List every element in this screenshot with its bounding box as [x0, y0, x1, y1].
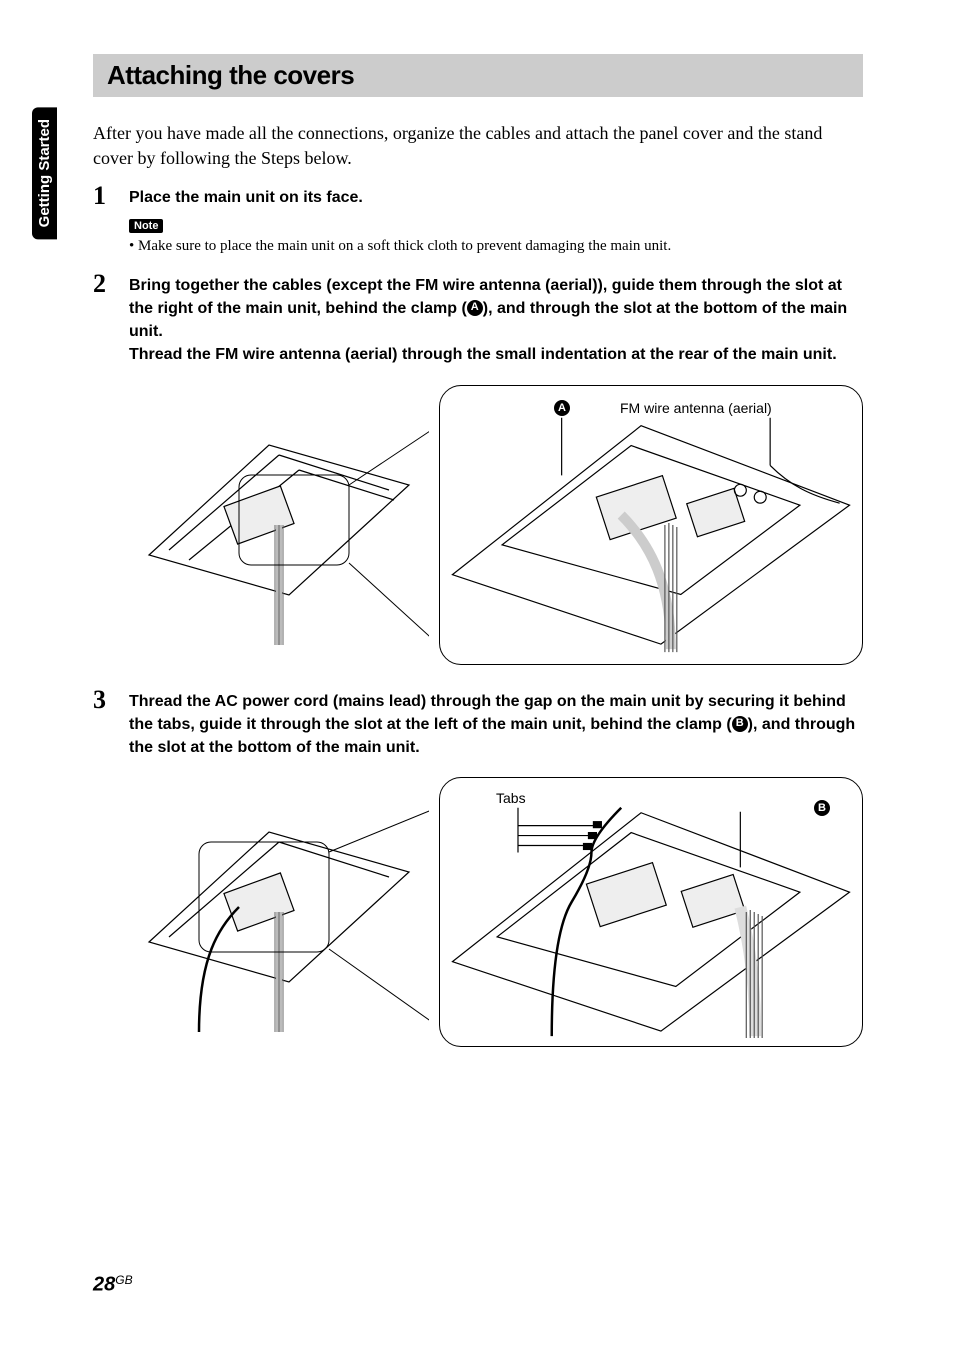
page-title: Attaching the covers [107, 60, 849, 91]
callout-b-icon: B [814, 800, 830, 816]
device-detail-icon [440, 778, 862, 1046]
step-heading: Bring together the cables (except the FM… [129, 274, 863, 367]
callout-marker: A [554, 400, 570, 417]
figure-detail: A FM wire antenna (aerial) [439, 385, 863, 665]
step-body: Bring together the cables (except the FM… [129, 271, 863, 665]
step-number: 1 [93, 183, 129, 255]
figure-overview [129, 385, 429, 665]
figure-row: A FM wire antenna (aerial) [129, 385, 863, 665]
step-heading: Place the main unit on its face. [129, 186, 863, 209]
figure-overview [129, 777, 429, 1047]
steps-list: 1 Place the main unit on its face. Note … [93, 183, 863, 1048]
step-heading: Thread the AC power cord (mains lead) th… [129, 690, 863, 760]
device-detail-icon [440, 386, 862, 664]
page-number-value: 28 [93, 1273, 115, 1295]
callout-label: FM wire antenna (aerial) [620, 400, 772, 416]
title-bar: Attaching the covers [93, 54, 863, 97]
callout-marker: B [814, 800, 830, 817]
step-number: 3 [93, 687, 129, 1048]
page-content: Attaching the covers After you have made… [93, 54, 863, 1047]
device-illustration-icon [129, 385, 429, 665]
step: 3 Thread the AC power cord (mains lead) … [93, 687, 863, 1048]
step-body: Place the main unit on its face. Note • … [129, 183, 863, 255]
step-number: 2 [93, 271, 129, 665]
intro-paragraph: After you have made all the connections,… [93, 121, 863, 171]
step-body: Thread the AC power cord (mains lead) th… [129, 687, 863, 1048]
callout-b-icon: B [732, 716, 748, 732]
callout-a-icon: A [554, 400, 570, 416]
section-tab: Getting Started [32, 107, 57, 239]
figure-detail: Tabs B [439, 777, 863, 1047]
note-text: • Make sure to place the main unit on a … [129, 238, 863, 255]
note-label: Note [129, 219, 163, 233]
callout-a-icon: A [467, 300, 483, 316]
step: 2 Bring together the cables (except the … [93, 271, 863, 665]
step-text: Thread the FM wire antenna (aerial) thro… [129, 346, 837, 363]
step: 1 Place the main unit on its face. Note … [93, 183, 863, 255]
page-number: 28GB [93, 1273, 133, 1296]
figure-row: Tabs B [129, 777, 863, 1047]
device-illustration-icon [129, 777, 429, 1047]
page-number-suffix: GB [115, 1273, 132, 1287]
callout-label: Tabs [496, 790, 526, 806]
